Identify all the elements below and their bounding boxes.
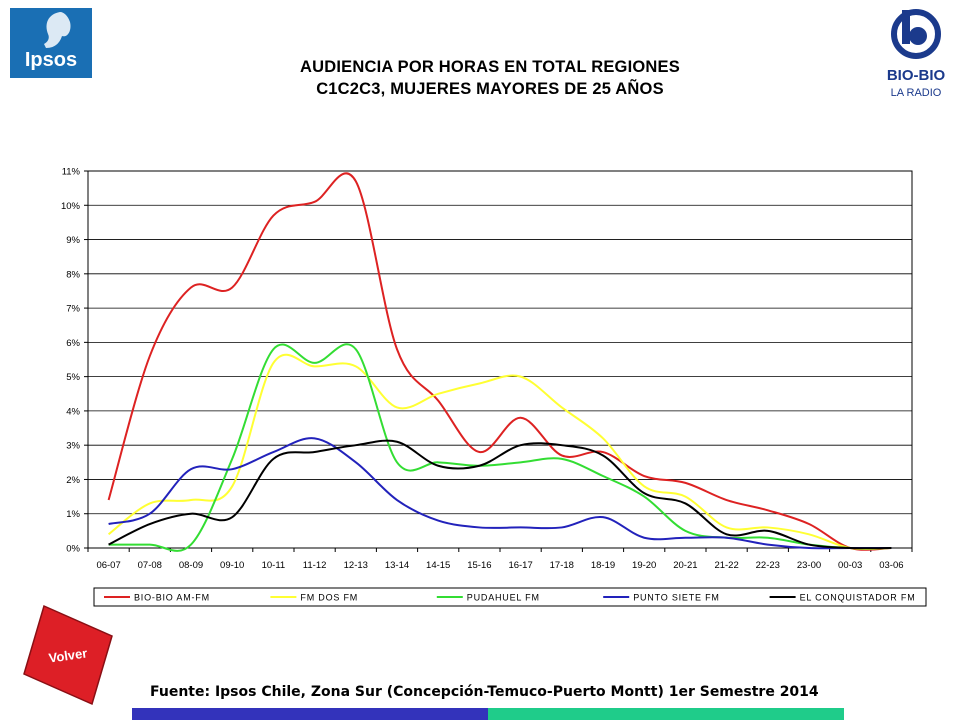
biobio-logo: BIO-BIO LA RADIO [887,9,946,99]
series-line-punto-siete-fm [108,437,892,550]
audience-line-chart: 0% 1% 2% 3% 4% 5% 6% 7% 8% 9% 10% 11% 06-07 07-08 08-0… [61,167,927,607]
footer-bar-green [488,708,844,720]
legend-label: PUDAHUEL FM [467,593,540,603]
x-tick-label: 08-09 [179,560,203,571]
biobio-b-stem-icon [902,10,910,44]
biobio-ring-icon [891,9,941,59]
y-tick-label: 1% [66,509,80,520]
legend-label: FM DOS FM [300,593,358,603]
y-tick-label: 9% [66,235,80,246]
y-tick-label: 3% [66,441,80,452]
x-tick-label: 16-17 [508,560,532,571]
legend-label: BIO-BIO AM-FM [134,593,210,603]
x-tick-label: 20-21 [673,560,697,571]
x-tick-label: 12-13 [344,560,368,571]
plot-area [87,170,913,549]
series-line-fm-dos-fm [107,353,892,551]
x-tick-label: 21-22 [714,560,738,571]
x-tick-label: 00-03 [838,560,862,571]
y-tick-label: 5% [66,372,80,383]
ipsos-logo-text: Ipsos [25,49,77,71]
x-tick-label: 03-06 [879,560,903,571]
ipsos-head-icon [44,12,71,48]
y-tick-label: 7% [66,304,80,315]
biobio-logo-subtext: LA RADIO [891,87,942,99]
volver-button[interactable]: Volver [18,600,118,706]
chart-title-line-1: AUDIENCIA POR HORAS EN TOTAL REGIONES [300,58,680,76]
x-tick-label: 11-12 [303,560,327,571]
y-tick-label: 4% [66,406,80,417]
y-tick-label: 6% [66,338,80,349]
x-tick-label: 09-10 [220,560,244,571]
legend-label: PUNTO SIETE FM [633,593,720,603]
x-tick-label: 10-11 [262,560,286,571]
x-tick-label: 19-20 [632,560,656,571]
volver-button-label: Volver [48,645,88,665]
biobio-logo-text: BIO-BIO [887,67,946,84]
y-tick-label: 10% [61,201,81,212]
footer-bar-blue [132,708,488,720]
y-tick-label: 0% [66,544,80,555]
source-note: Fuente: Ipsos Chile, Zona Sur (Concepció… [150,684,819,700]
series-line-bio-bio-am-fm [107,172,892,551]
y-tick-label: 2% [66,475,80,486]
ipsos-logo: Ipsos [10,8,92,78]
y-tick-label: 11% [62,167,81,178]
volver-button-shape [23,604,113,706]
biobio-b-bowl-icon [909,27,927,45]
x-tick-label: 13-14 [385,560,409,571]
x-tick-label: 15-16 [467,560,491,571]
chart-legend [93,587,927,607]
chart-title: AUDIENCIA POR HORAS EN TOTAL REGIONES C1… [190,56,790,100]
legend-label: EL CONQUISTADOR FM [800,593,916,603]
x-tick-label: 06-07 [96,560,120,571]
x-tick-label: 14-15 [426,560,450,571]
chart-title-line-2: C1C2C3, MUJERES MAYORES DE 25 AÑOS [316,80,664,98]
x-tick-label: 18-19 [591,560,615,571]
x-tick-label: 17-18 [550,560,574,571]
y-tick-label: 8% [66,269,80,280]
x-tick-label: 22-23 [756,560,780,571]
series-line-el-conquistador-fm [108,439,892,550]
x-tick-label: 23-00 [797,560,821,571]
x-tick-label: 07-08 [138,560,162,571]
